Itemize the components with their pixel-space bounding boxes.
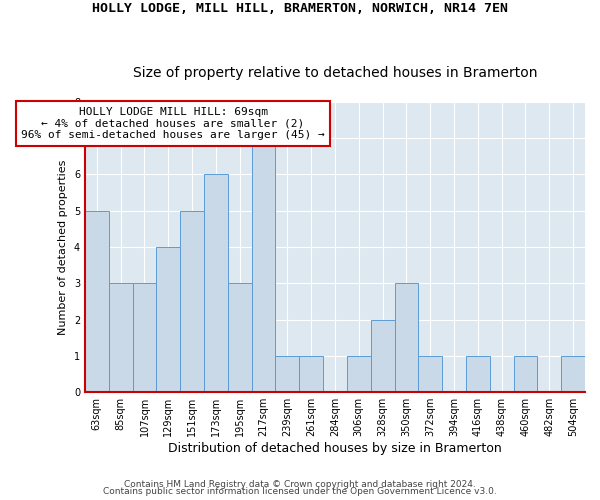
- Bar: [85, 210, 109, 392]
- Bar: [133, 283, 157, 392]
- Text: HOLLY LODGE MILL HILL: 69sqm
← 4% of detached houses are smaller (2)
96% of semi: HOLLY LODGE MILL HILL: 69sqm ← 4% of det…: [21, 107, 325, 140]
- Text: Contains public sector information licensed under the Open Government Licence v3: Contains public sector information licen…: [103, 487, 497, 496]
- Title: Size of property relative to detached houses in Bramerton: Size of property relative to detached ho…: [133, 66, 537, 80]
- Bar: [347, 356, 371, 392]
- Bar: [561, 356, 585, 392]
- Bar: [371, 320, 395, 392]
- Bar: [299, 356, 323, 392]
- Bar: [251, 138, 275, 392]
- Bar: [157, 247, 180, 392]
- Bar: [109, 283, 133, 392]
- Bar: [466, 356, 490, 392]
- Text: Contains HM Land Registry data © Crown copyright and database right 2024.: Contains HM Land Registry data © Crown c…: [124, 480, 476, 489]
- Bar: [228, 283, 251, 392]
- Bar: [204, 174, 228, 392]
- Bar: [180, 210, 204, 392]
- Text: HOLLY LODGE, MILL HILL, BRAMERTON, NORWICH, NR14 7EN: HOLLY LODGE, MILL HILL, BRAMERTON, NORWI…: [92, 2, 508, 16]
- Bar: [514, 356, 538, 392]
- Bar: [395, 283, 418, 392]
- Y-axis label: Number of detached properties: Number of detached properties: [58, 159, 68, 334]
- X-axis label: Distribution of detached houses by size in Bramerton: Distribution of detached houses by size …: [168, 442, 502, 455]
- Bar: [275, 356, 299, 392]
- Bar: [418, 356, 442, 392]
